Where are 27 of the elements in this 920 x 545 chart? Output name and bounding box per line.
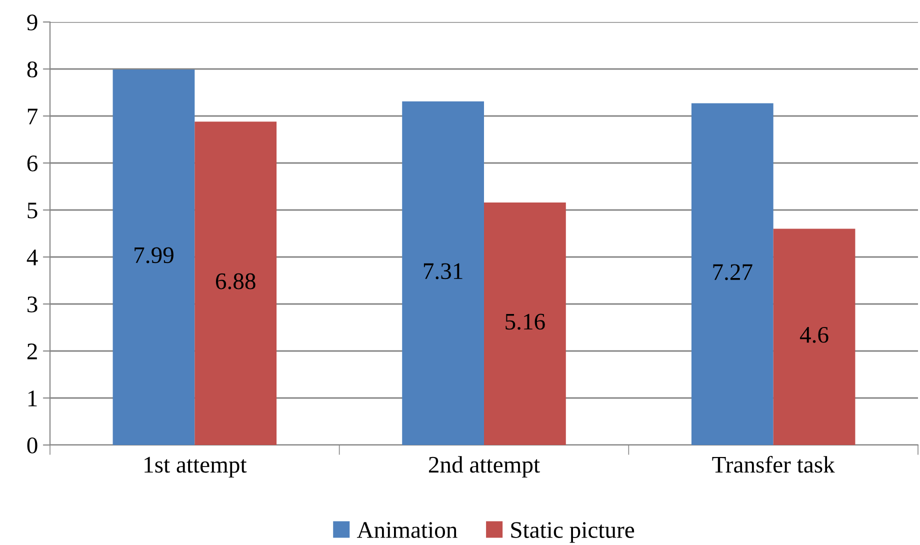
data-label: 5.16 (506, 314, 545, 330)
bar (194, 122, 277, 445)
data-label: 6.88 (216, 273, 256, 290)
bar (484, 202, 566, 445)
bar (112, 69, 195, 445)
y-tick-label: 8 (27, 61, 38, 78)
bar (691, 103, 774, 445)
y-tick-label: 3 (28, 296, 38, 312)
x-tick-label: 1st attempt (144, 456, 247, 478)
y-tick-label: 7 (28, 108, 38, 124)
y-tick-label: 4 (26, 250, 38, 266)
data-label: 7.99 (134, 247, 174, 264)
x-tick-label: 2nd attempt (428, 456, 540, 478)
y-tick-label: 1 (28, 390, 37, 406)
y-tick-label: 9 (27, 14, 38, 30)
data-label: 7.31 (424, 263, 462, 280)
data-label: 7.27 (713, 264, 752, 280)
legend-label: Animation (356, 522, 458, 538)
bar (402, 101, 484, 445)
y-tick-label: 0 (27, 437, 38, 454)
data-label: 4.6 (800, 326, 828, 343)
y-tick-label: 5 (28, 202, 38, 218)
x-tick-label: Transfer task (712, 456, 835, 473)
legend-label: Static picture (511, 522, 634, 543)
y-tick-label: 6 (27, 156, 38, 172)
y-tick-label: 2 (27, 344, 37, 360)
bar (773, 228, 856, 445)
